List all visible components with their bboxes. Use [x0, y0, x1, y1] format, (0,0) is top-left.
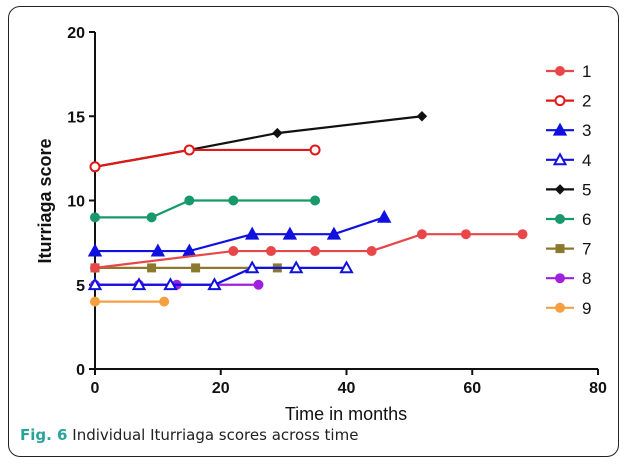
data-point — [89, 161, 101, 173]
legend-marker — [555, 273, 565, 284]
legend-item-5: 5 — [546, 180, 591, 199]
x-axis-label: Time in months — [285, 404, 407, 424]
data-point — [87, 277, 103, 291]
data-point — [244, 226, 260, 240]
legend-item-3: 3 — [546, 121, 591, 140]
data-point — [416, 111, 428, 122]
data-point — [184, 195, 195, 206]
data-point — [90, 296, 100, 307]
series-9 — [90, 296, 170, 307]
data-point — [244, 260, 260, 274]
data-point — [460, 229, 471, 240]
x-tick-label: 40 — [338, 380, 356, 397]
series-3 — [87, 209, 392, 257]
data-point — [90, 212, 100, 223]
legend-item-8: 8 — [546, 269, 591, 288]
series-1 — [90, 229, 528, 273]
y-tick-label: 20 — [67, 25, 85, 42]
data-point — [517, 229, 528, 240]
legend-label: 6 — [582, 210, 591, 229]
data-point — [191, 263, 201, 273]
y-tick-label: 5 — [76, 278, 85, 295]
series-line — [94, 115, 423, 168]
series-line — [94, 148, 316, 168]
legend-label: 7 — [582, 240, 591, 259]
data-point — [366, 246, 377, 257]
legend-label: 1 — [582, 62, 591, 81]
caption-text: Individual Iturriaga scores across time — [72, 426, 359, 444]
data-point — [146, 212, 157, 223]
data-point — [310, 246, 321, 257]
data-point — [309, 144, 321, 156]
legend-label: 8 — [582, 269, 591, 288]
caption-label: Fig. 6 — [20, 426, 68, 444]
data-point — [150, 243, 166, 257]
series-line — [95, 199, 316, 219]
data-point — [182, 243, 197, 257]
x-tick-label: 80 — [589, 380, 607, 397]
data-point — [228, 246, 239, 257]
data-point — [163, 277, 178, 291]
data-point — [272, 127, 283, 139]
data-point — [266, 246, 277, 257]
legend-item-1: 1 — [546, 62, 591, 81]
legend-label: 9 — [582, 299, 591, 318]
legend-item-4: 4 — [546, 151, 591, 170]
x-tick-label: 60 — [463, 380, 481, 397]
data-point — [228, 195, 239, 206]
data-point — [131, 277, 147, 291]
legend-label: 5 — [582, 180, 591, 199]
data-point — [207, 277, 222, 291]
figure-frame — [8, 6, 619, 457]
legend-marker — [555, 214, 565, 224]
plot-area — [87, 111, 528, 307]
series-line — [94, 233, 523, 269]
legend-label: 3 — [582, 121, 591, 140]
data-point — [282, 226, 298, 240]
data-point — [87, 243, 103, 257]
x-tick-label: 20 — [212, 380, 230, 397]
figure-caption: Fig. 6 Individual Iturriaga scores acros… — [20, 426, 358, 444]
data-point — [377, 209, 392, 223]
data-point — [90, 262, 100, 273]
legend-item-6: 6 — [546, 210, 591, 229]
legend-marker — [554, 184, 566, 195]
legend-marker — [555, 244, 565, 254]
legend-item-7: 7 — [546, 240, 591, 259]
data-point — [253, 279, 264, 290]
legend-label: 2 — [582, 92, 591, 111]
series-2 — [89, 144, 321, 173]
legend-marker — [555, 302, 565, 313]
series-6 — [90, 195, 321, 223]
legend-marker — [555, 66, 565, 76]
legend: 1 2 3 4 5 6 7 8 9 — [546, 62, 591, 318]
legend-item-9: 9 — [546, 299, 591, 318]
y-tick-label: 0 — [76, 362, 85, 379]
legend-marker — [552, 152, 568, 166]
data-point — [326, 226, 342, 240]
data-point — [289, 260, 304, 274]
y-tick-label: 10 — [67, 194, 85, 211]
legend-marker — [552, 122, 568, 136]
y-tick-label: 15 — [67, 109, 85, 126]
y-axis-label: Iturriaga score — [35, 138, 55, 263]
series-5 — [89, 111, 428, 173]
series-line — [95, 216, 385, 253]
data-point — [147, 263, 157, 273]
data-point — [310, 195, 321, 206]
legend-label: 4 — [582, 151, 591, 170]
data-point — [339, 260, 354, 274]
data-point — [183, 144, 195, 156]
series-4 — [87, 260, 354, 291]
data-point — [416, 229, 427, 240]
x-tick-label: 0 — [91, 380, 100, 397]
data-point — [159, 296, 170, 307]
series-line — [95, 266, 347, 286]
legend-marker — [554, 95, 566, 107]
legend-item-2: 2 — [546, 92, 591, 111]
